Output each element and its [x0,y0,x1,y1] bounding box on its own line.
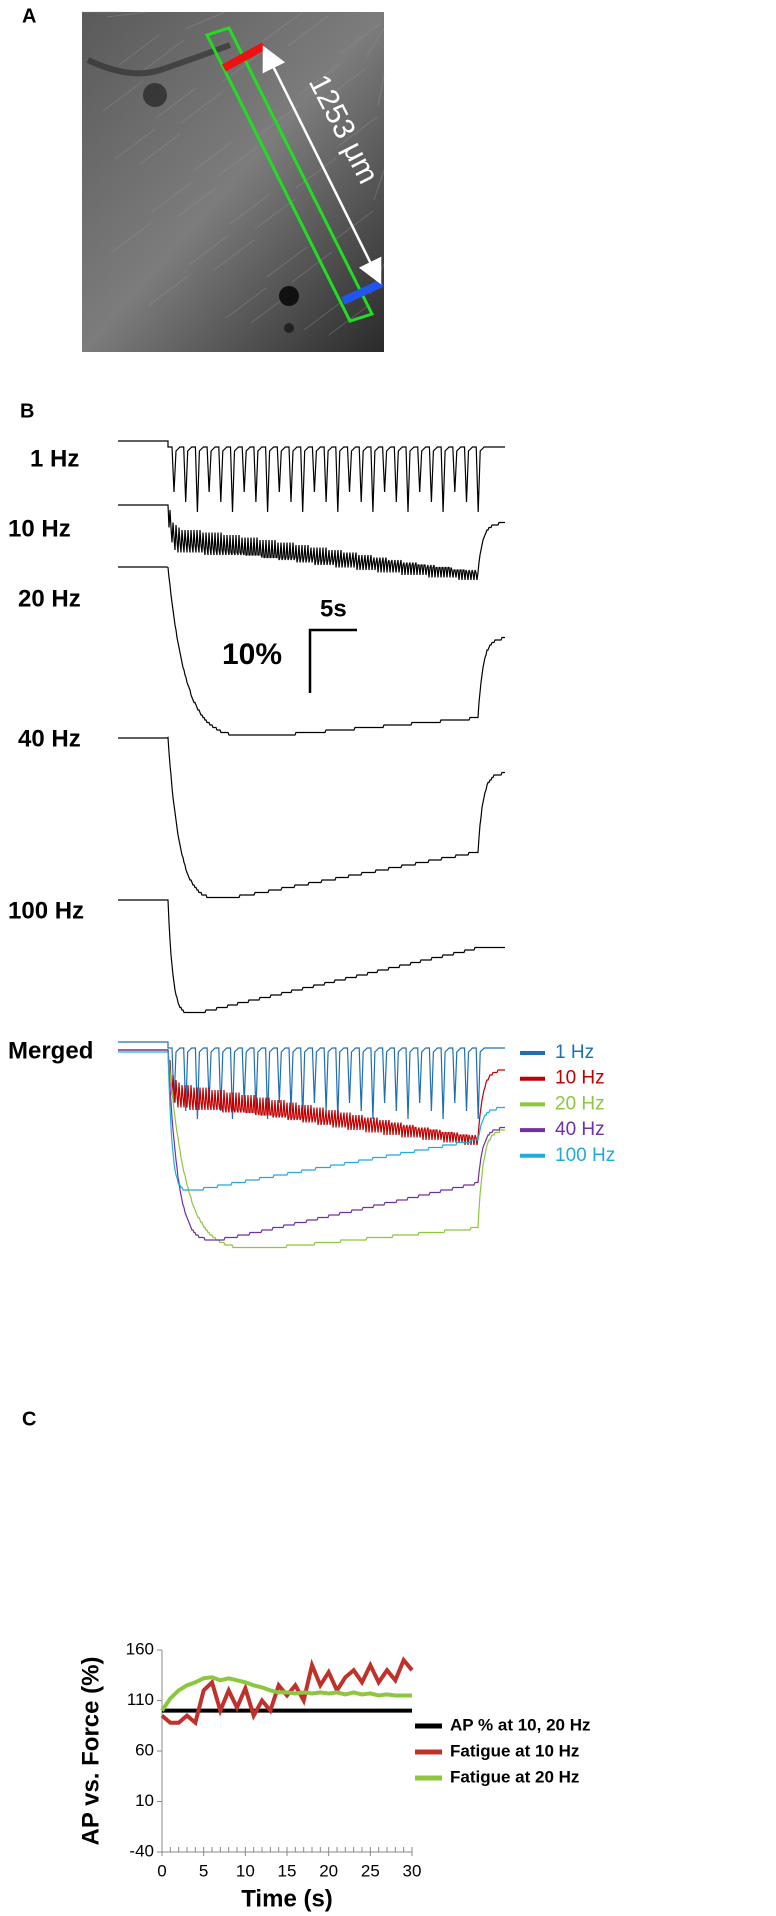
trace [118,440,505,513]
scale-amplitude: 10% [222,638,282,671]
texture [118,34,160,66]
trace-label: 40 Hz [18,725,81,752]
texture [151,181,193,213]
y-tick-label: 160 [126,1639,154,1658]
panel-label: B [20,400,34,422]
panel-label: A [22,5,36,27]
trace-label: 1 Hz [30,445,79,472]
texture [213,239,255,271]
scale-time: 5s [320,595,347,622]
texture [102,80,144,112]
merged-trace [118,1049,505,1146]
merged-trace [118,1049,505,1249]
trace [118,736,505,899]
y-tick-label: -40 [129,1841,154,1860]
x-tick-label: 15 [278,1861,297,1880]
y-tick-label: 60 [135,1740,154,1759]
texture [184,11,226,30]
texture [143,39,185,71]
chart: C -40 10 60 110 160 0 5 10 15 20 25 30 Time (s) AP vs.… [22,1408,590,1912]
merged-trace [118,1051,505,1191]
merged-trace [118,1049,505,1241]
legend-label: 100 Hz [555,1145,615,1166]
trace [118,504,505,581]
y-tick-label: 10 [135,1791,154,1810]
x-tick-label: 5 [199,1861,208,1880]
y-axis-title: AP vs. Force (%) [77,1657,104,1846]
texture [303,299,345,331]
legend-label: 40 Hz [555,1119,605,1140]
panel-label: C [22,1408,36,1430]
scale-bar [308,628,357,693]
texture [262,11,304,42]
series-line [160,1675,412,1712]
texture [114,128,156,160]
trace [118,899,505,1014]
texture [225,287,267,319]
x-tick-label: 0 [157,1861,166,1880]
texture [180,92,222,124]
legend-label: Fatigue at 20 Hz [450,1767,579,1786]
texture [155,87,197,119]
texture [176,186,218,218]
texture [110,222,152,254]
trace-label: 10 Hz [8,515,71,542]
x-tick-label: 10 [236,1861,255,1880]
legend-label: 1 Hz [555,1042,594,1063]
texture [188,234,230,266]
x-tick-label: 20 [319,1861,338,1880]
micrograph [82,11,385,352]
texture [139,133,181,165]
trace [118,566,505,736]
x-tick-label: 30 [403,1861,422,1880]
legend-label: AP % at 10, 20 Hz [450,1715,590,1734]
traces: 1 Hz 10 Hz 20 Hz 40 Hz 100 Hz 1 Hz 10 Hz 20 Hz 4… [8,440,615,1249]
trace-label: 100 Hz [8,897,84,924]
x-tick-label: 25 [361,1861,380,1880]
texture [106,11,148,18]
legend-label: Fatigue at 10 Hz [450,1741,579,1760]
texture [192,140,234,172]
x-axis-title: Time (s) [241,1885,333,1912]
texture [217,145,259,177]
y-tick-label: 110 [127,1690,154,1709]
legend-label: 10 Hz [555,1068,605,1089]
merged-label: Merged [8,1037,93,1064]
legend-label: 20 Hz [555,1093,605,1114]
merged-trace [118,1041,505,1120]
trace-label: 20 Hz [18,585,81,612]
texture [287,15,329,47]
series-line [160,1656,414,1727]
texture [147,275,189,307]
